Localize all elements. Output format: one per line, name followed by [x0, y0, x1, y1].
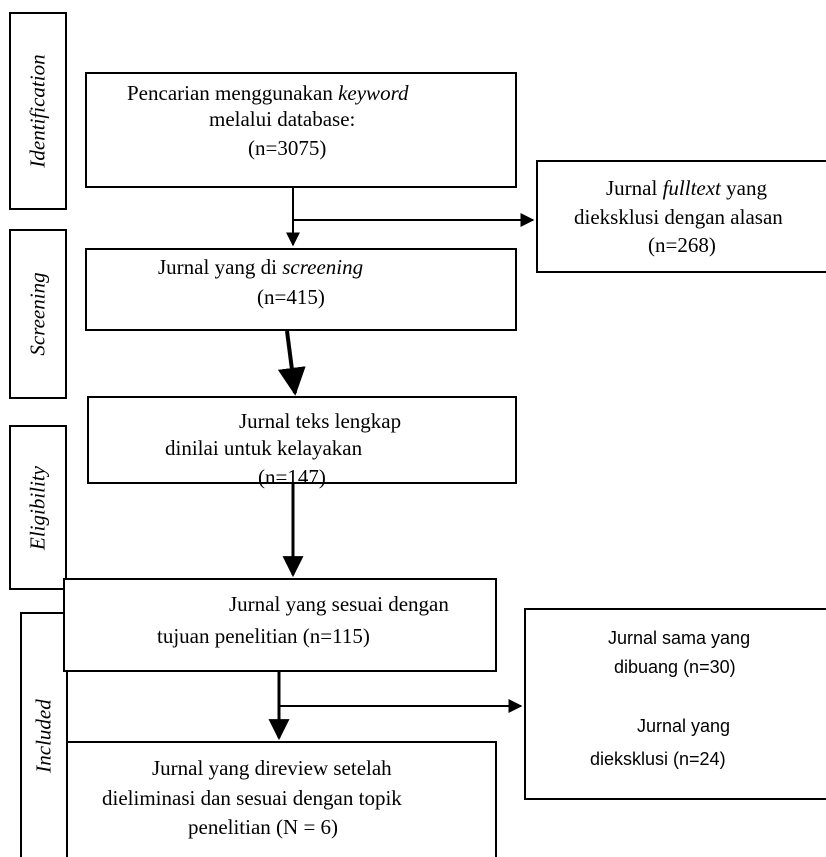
stage-screening: Screening: [9, 229, 67, 399]
arrow-screened-to-fulltext: [277, 330, 306, 396]
search-box: [85, 72, 517, 188]
reviewed-count: penelitian (N = 6): [188, 815, 339, 839]
stage-identification: Identification: [9, 12, 67, 210]
search-line1-keyword: keyword: [338, 81, 409, 105]
removed-line2: dibuang (n=30): [614, 657, 736, 677]
reviewed-line2: dieliminasi dan sesuai dengan topik: [102, 786, 402, 810]
excluded-fulltext-suffix: yang: [720, 176, 767, 200]
excluded-fulltext-line1: Jurnal fulltext yang: [606, 176, 767, 200]
screened-em: screening: [282, 255, 364, 279]
search-line1: Pencarian menggunakan keyword: [127, 81, 408, 105]
removed-line1: Jurnal sama yang: [608, 628, 751, 648]
excluded-fulltext-box: [536, 160, 826, 273]
fulltext-assessed-line1: Jurnal teks lengkap: [239, 409, 402, 433]
search-count: (n=3075): [248, 136, 327, 160]
excluded-fulltext-count: (n=268): [648, 233, 716, 257]
excluded-fulltext-prefix: Jurnal: [606, 176, 663, 200]
fulltext-assessed-box: [87, 396, 517, 484]
removed-box: [524, 608, 826, 800]
excluded-fulltext-em: fulltext: [662, 176, 721, 200]
screened-line1: Jurnal yang di screening: [158, 255, 363, 279]
stage-eligibility: Eligibility: [9, 425, 67, 590]
search-line2: melalui database:: [209, 107, 356, 131]
search-line1-prefix: Pencarian menggunakan: [127, 81, 339, 105]
reviewed-line1: Jurnal yang direview setelah: [152, 756, 392, 780]
reviewed-box: [66, 741, 497, 857]
screened-box: [85, 248, 517, 331]
screened-count: (n=415): [257, 285, 325, 309]
relevant-line1: Jurnal yang sesuai dengan: [229, 592, 449, 616]
relevant-box: [63, 578, 497, 672]
excluded-fulltext-line2: dieksklusi dengan alasan: [574, 205, 783, 229]
fulltext-assessed-line2: dinilai untuk kelayakan: [165, 436, 363, 460]
relevant-line2: tujuan penelitian (n=115): [157, 624, 370, 648]
removed-line3: Jurnal yang: [637, 716, 731, 736]
screened-prefix: Jurnal yang di: [158, 255, 283, 279]
stage-included: Included: [20, 612, 68, 857]
removed-line4: dieksklusi (n=24): [590, 749, 726, 769]
